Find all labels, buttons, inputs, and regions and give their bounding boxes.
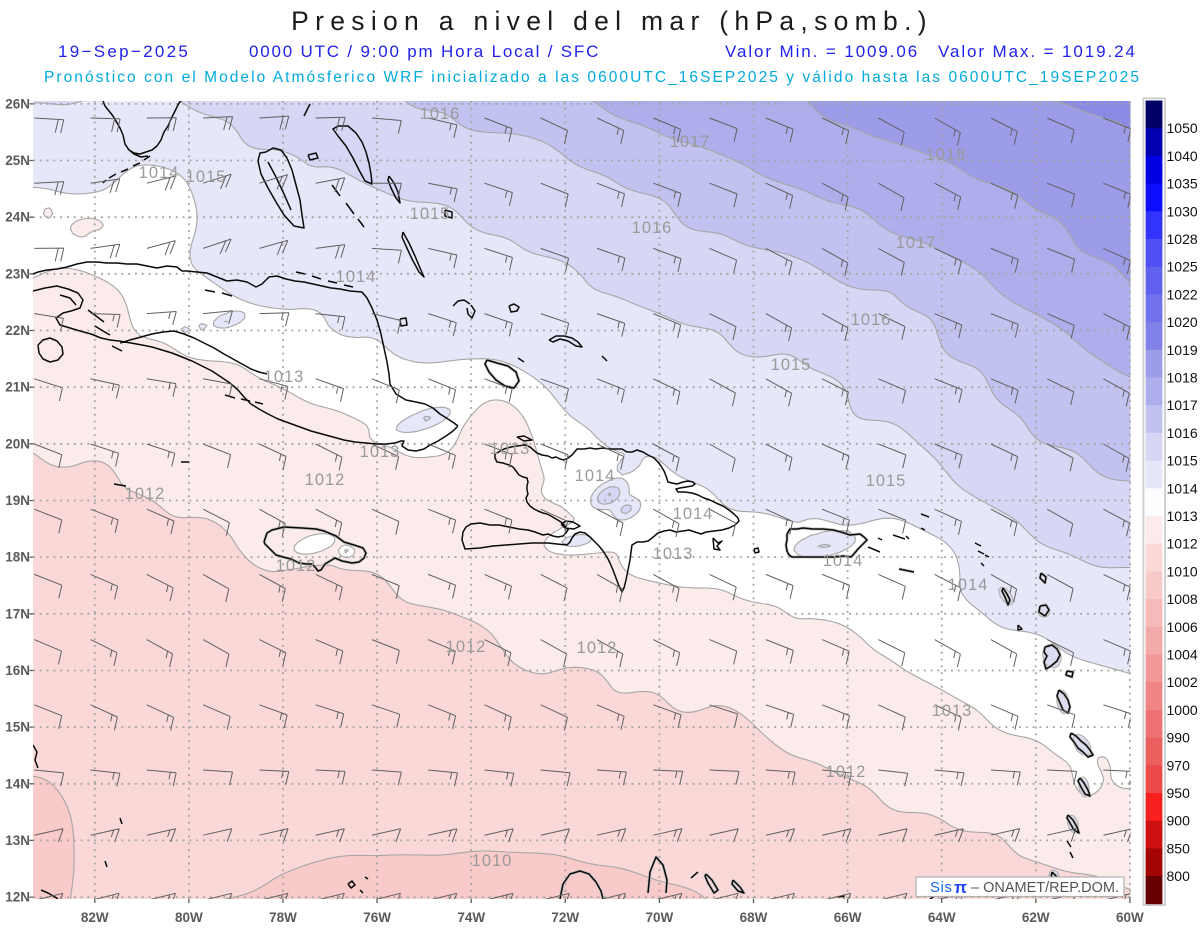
svg-text:1016: 1016: [632, 219, 673, 237]
svg-text:1016: 1016: [1167, 425, 1198, 441]
svg-text:1012: 1012: [826, 763, 867, 781]
svg-text:1025: 1025: [1167, 259, 1198, 275]
svg-text:1015: 1015: [771, 356, 812, 374]
svg-text:15N: 15N: [5, 720, 30, 735]
svg-text:Valor Max. = 1019.24: Valor Max. = 1019.24: [938, 42, 1137, 61]
svg-text:19N: 19N: [5, 493, 30, 508]
svg-text:1013: 1013: [932, 702, 973, 720]
svg-text:19−Sep−2025: 19−Sep−2025: [58, 42, 190, 61]
svg-text:1022: 1022: [1167, 286, 1198, 302]
svg-text:1013: 1013: [264, 368, 305, 386]
svg-text:1013: 1013: [490, 440, 531, 458]
svg-text:1020: 1020: [1167, 314, 1198, 330]
svg-text:1017: 1017: [1167, 397, 1198, 413]
svg-text:970: 970: [1167, 757, 1191, 773]
svg-text:1018: 1018: [926, 146, 967, 164]
svg-text:1002: 1002: [1167, 674, 1198, 690]
svg-text:0000 UTC / 9:00 pm Hora Local: 0000 UTC / 9:00 pm Hora Local / SFC: [249, 42, 600, 61]
svg-text:1014: 1014: [948, 576, 989, 594]
svg-text:1012: 1012: [446, 638, 487, 656]
svg-text:1015: 1015: [1167, 453, 1198, 469]
svg-text:1014: 1014: [1167, 480, 1198, 496]
svg-text:1000: 1000: [1167, 702, 1198, 718]
svg-text:1015: 1015: [186, 168, 227, 186]
svg-text:1013: 1013: [360, 443, 401, 461]
svg-text:70W: 70W: [646, 910, 674, 925]
svg-text:1014: 1014: [139, 164, 180, 182]
svg-text:12N: 12N: [5, 890, 30, 905]
svg-text:22N: 22N: [5, 323, 30, 338]
svg-text:1013: 1013: [1167, 508, 1198, 524]
svg-text:24N: 24N: [5, 210, 30, 225]
svg-text:64W: 64W: [928, 910, 956, 925]
svg-text:1035: 1035: [1167, 176, 1198, 192]
svg-text:Pronóstico con el Modelo Atmós: Pronóstico con el Modelo Atmósferico WRF…: [44, 69, 1141, 86]
svg-text:1012: 1012: [577, 639, 618, 657]
svg-text:68W: 68W: [740, 910, 768, 925]
svg-text:62W: 62W: [1022, 910, 1050, 925]
svg-text:1006: 1006: [1167, 619, 1198, 635]
svg-text:1018: 1018: [1167, 370, 1198, 386]
svg-text:Sis: Sis: [930, 879, 952, 896]
svg-text:74W: 74W: [457, 910, 485, 925]
svg-text:1015: 1015: [410, 205, 451, 223]
svg-text:72W: 72W: [551, 910, 579, 925]
svg-text:23N: 23N: [5, 266, 30, 281]
svg-text:850: 850: [1167, 840, 1191, 856]
svg-text:1016: 1016: [420, 105, 461, 123]
svg-text:800: 800: [1167, 868, 1191, 884]
svg-text:66W: 66W: [834, 910, 862, 925]
svg-text:21N: 21N: [5, 380, 30, 395]
svg-text:900: 900: [1167, 813, 1191, 829]
svg-text:1004: 1004: [1167, 647, 1198, 663]
svg-text:1017: 1017: [896, 234, 937, 252]
svg-text:1030: 1030: [1167, 203, 1198, 219]
svg-text:1010: 1010: [1167, 563, 1198, 579]
svg-text:1012: 1012: [1167, 536, 1198, 552]
svg-text:1012: 1012: [276, 557, 317, 575]
svg-text:1050: 1050: [1167, 120, 1198, 136]
svg-text:80W: 80W: [175, 910, 203, 925]
svg-text:1017: 1017: [670, 133, 711, 151]
svg-text:60W: 60W: [1116, 910, 1144, 925]
svg-text:1014: 1014: [823, 552, 864, 570]
svg-text:18N: 18N: [5, 550, 30, 565]
svg-text:1015: 1015: [866, 472, 907, 490]
svg-text:1014: 1014: [575, 467, 616, 485]
svg-text:1012: 1012: [125, 485, 166, 503]
svg-text:13N: 13N: [5, 833, 30, 848]
svg-text:1012: 1012: [305, 471, 346, 489]
svg-text:950: 950: [1167, 785, 1191, 801]
svg-text:16N: 16N: [5, 663, 30, 678]
svg-text:25N: 25N: [5, 153, 30, 168]
svg-text:990: 990: [1167, 730, 1191, 746]
svg-text:π: π: [954, 878, 967, 897]
svg-text:– ONAMET/REP.DOM.: – ONAMET/REP.DOM.: [971, 880, 1119, 896]
svg-text:1019: 1019: [1167, 342, 1198, 358]
svg-text:Valor Min. = 1009.06: Valor Min. = 1009.06: [725, 42, 919, 61]
svg-text:1016: 1016: [851, 311, 892, 329]
svg-text:1010: 1010: [472, 852, 513, 870]
svg-text:1040: 1040: [1167, 148, 1198, 164]
svg-text:14N: 14N: [5, 776, 30, 791]
svg-text:78W: 78W: [269, 910, 297, 925]
svg-text:1008: 1008: [1167, 591, 1198, 607]
svg-text:20N: 20N: [5, 436, 30, 451]
svg-text:1028: 1028: [1167, 231, 1198, 247]
svg-text:76W: 76W: [363, 910, 391, 925]
svg-text:1013: 1013: [653, 545, 694, 563]
svg-text:17N: 17N: [5, 606, 30, 621]
svg-text:1014: 1014: [336, 268, 377, 286]
svg-text:82W: 82W: [81, 910, 109, 925]
svg-text:1014: 1014: [673, 505, 714, 523]
svg-text:Presion a nivel del mar (hPa,s: Presion a nivel del mar (hPa,somb.): [291, 6, 933, 36]
svg-text:26N: 26N: [5, 96, 30, 111]
